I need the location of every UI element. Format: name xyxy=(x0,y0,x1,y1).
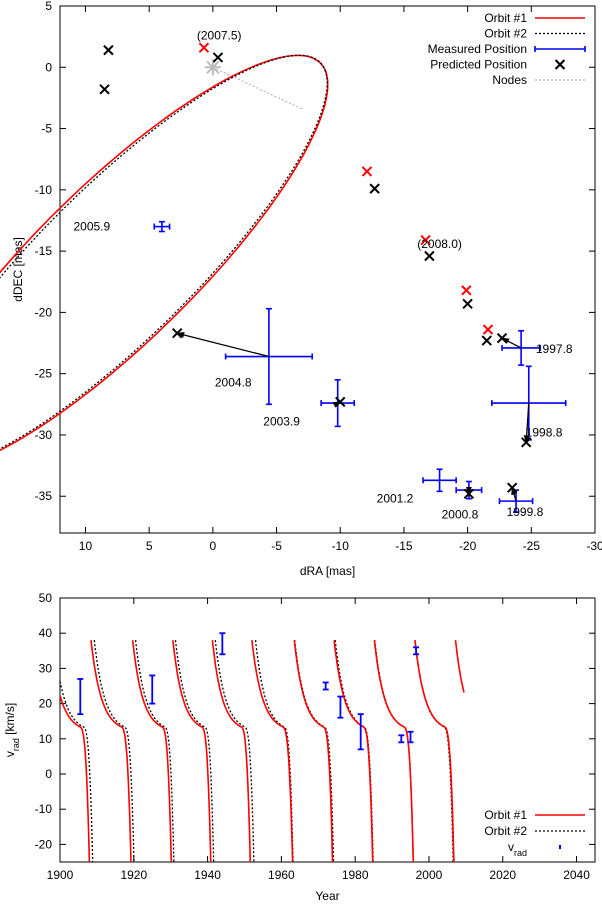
x-tick-label: 2040 xyxy=(563,868,590,882)
epoch-label: 2001.2 xyxy=(377,492,414,506)
predicted-position-marker xyxy=(171,328,183,339)
y-tick-label: -10 xyxy=(35,802,53,816)
y-tick-label: -35 xyxy=(35,489,53,503)
predicted-position-marker xyxy=(496,332,508,344)
y-axis-label: vrad [km/s] xyxy=(3,703,21,757)
predicted-position-marker xyxy=(424,250,435,262)
primary-star-marker xyxy=(206,60,220,74)
y-tick-label: -25 xyxy=(35,367,53,381)
y-tick-label: -15 xyxy=(35,244,53,258)
epoch-label: 1998.8 xyxy=(526,426,563,440)
predicted-position-marker xyxy=(481,335,492,346)
predicted-position-marker xyxy=(506,482,518,493)
predicted-position-marker xyxy=(482,324,494,335)
y-tick-label: 10 xyxy=(39,732,53,746)
legend-label: Nodes xyxy=(492,73,527,87)
x-tick-label: 1960 xyxy=(268,868,295,882)
predicted-position-marker xyxy=(463,488,475,499)
epoch-label: 2003.9 xyxy=(263,414,300,428)
x-tick-label: 10 xyxy=(79,539,93,553)
orbit-1-line xyxy=(0,54,329,452)
orbit-1-rv-curve xyxy=(60,640,465,862)
residual-arrow xyxy=(511,486,517,502)
predicted-position-marker xyxy=(103,44,114,56)
epoch-label: (2007.5) xyxy=(197,28,242,42)
legend-label: Predicted Position xyxy=(430,58,527,72)
x-tick-label: 2020 xyxy=(489,868,516,882)
legend-label: Orbit #2 xyxy=(484,824,527,838)
y-axis-label-main: v xyxy=(3,751,17,757)
y-tick-label: -20 xyxy=(35,305,53,319)
predicted-position-marker xyxy=(361,166,373,177)
y-axis-label-unit: [km/s] xyxy=(3,703,17,738)
epoch-label: (2008.0) xyxy=(417,237,462,251)
legend-label: vrad xyxy=(508,840,527,858)
y-tick-label: 20 xyxy=(39,697,53,711)
x-tick-label: -5 xyxy=(271,539,282,553)
y-tick-label: -20 xyxy=(35,837,53,851)
x-axis-label: Year xyxy=(315,889,339,903)
x-tick-label: 2000 xyxy=(416,868,443,882)
y-tick-label: 30 xyxy=(39,661,53,675)
orbit-2-rv-curve xyxy=(60,640,454,862)
x-tick-label: -15 xyxy=(395,539,413,553)
y-tick-label: -5 xyxy=(41,122,52,136)
x-tick-label: -20 xyxy=(459,539,477,553)
orbit-2-line xyxy=(0,54,328,450)
legend-swatch xyxy=(554,59,566,70)
epoch-label: 1997.8 xyxy=(536,342,573,356)
y-axis-label-sub: rad xyxy=(11,738,21,751)
orbit-chart: 10 5 0 -5 -10 -15 -20 -25 -30 5 0 -5 -10 -15 -20 -25 -30… xyxy=(0,0,602,578)
x-tick-label: 5 xyxy=(146,539,153,553)
legend-label: Measured Position xyxy=(428,42,527,56)
y-tick-label: 0 xyxy=(45,60,52,74)
y-tick-label: 5 xyxy=(45,0,52,13)
predicted-position-marker xyxy=(198,42,210,53)
y-tick-label: 0 xyxy=(45,767,52,781)
predicted-position-marker xyxy=(335,396,346,408)
x-tick-label: -25 xyxy=(523,539,541,553)
epoch-label: 2000.8 xyxy=(442,508,479,522)
legend-label: Orbit #1 xyxy=(484,808,527,822)
legend-label: Orbit #1 xyxy=(484,11,527,25)
legend-label-main: v xyxy=(508,840,514,854)
predicted-position-marker xyxy=(212,52,224,63)
rv-plot-area xyxy=(60,640,465,862)
y-tick-label: -30 xyxy=(35,428,53,442)
predicted-position-marker xyxy=(462,298,473,310)
radial-velocity-chart: 1900 1920 1940 1960 1980 2000 2020 2040-20-1001… xyxy=(3,591,596,903)
predicted-position-marker xyxy=(461,285,472,296)
x-tick-label: 0 xyxy=(210,539,217,553)
epoch-label: 2004.8 xyxy=(215,375,252,389)
nodes-line xyxy=(212,66,303,110)
legend-label-sub: rad xyxy=(514,848,527,858)
epoch-label: 1999.8 xyxy=(507,505,544,519)
x-tick-label: -30 xyxy=(586,539,602,553)
y-tick-label: 40 xyxy=(39,626,53,640)
plot-frame xyxy=(59,5,596,534)
residual-arrow xyxy=(523,403,530,444)
y-tick-label: -10 xyxy=(35,183,53,197)
x-tick-label: -10 xyxy=(332,539,350,553)
x-axis-label: dRA [mas] xyxy=(300,564,355,578)
x-tick-label: 1920 xyxy=(120,868,147,882)
predicted-position-marker xyxy=(420,234,431,246)
epoch-label: 2005.9 xyxy=(73,220,110,234)
y-tick-label: 50 xyxy=(39,591,53,605)
residual-arrow xyxy=(176,332,270,358)
predicted-position-marker xyxy=(521,437,532,448)
legend-label: Orbit #2 xyxy=(484,27,527,41)
predicted-position-marker xyxy=(369,183,380,194)
plot-frame xyxy=(59,597,596,863)
x-tick-label: 1940 xyxy=(194,868,221,882)
x-tick-label: 1980 xyxy=(342,868,369,882)
predicted-position-marker xyxy=(99,84,110,95)
residual-arrow xyxy=(501,337,522,349)
x-tick-label: 1900 xyxy=(47,868,74,882)
